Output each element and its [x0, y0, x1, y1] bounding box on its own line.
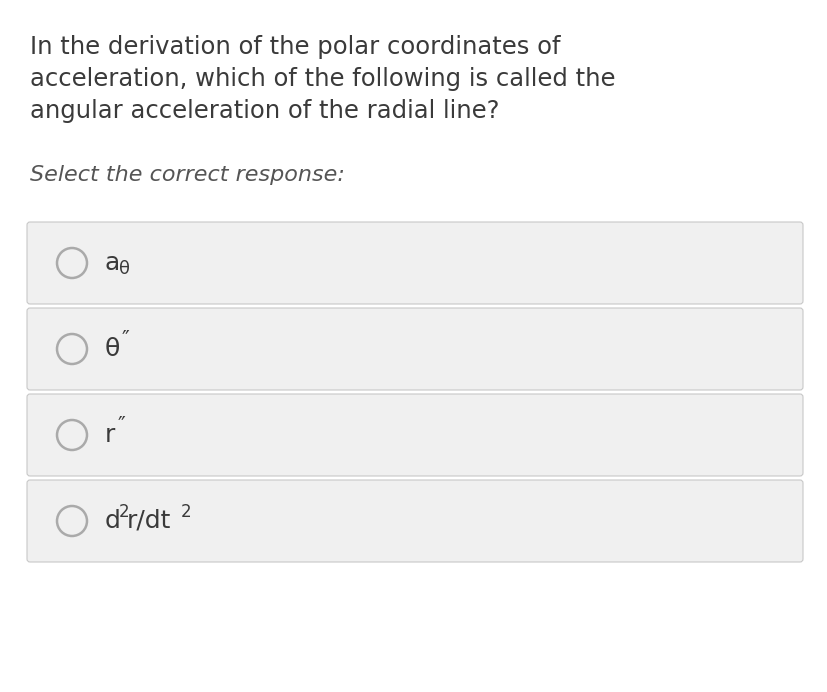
Text: ″: ″ [118, 416, 126, 436]
Text: 2: 2 [181, 503, 191, 521]
FancyBboxPatch shape [27, 480, 802, 562]
Text: ″: ″ [122, 330, 130, 350]
Text: θ: θ [105, 337, 120, 361]
FancyBboxPatch shape [27, 394, 802, 476]
Text: d: d [105, 509, 121, 533]
Text: acceleration, which of the following is called the: acceleration, which of the following is … [30, 67, 614, 91]
Text: r/dt: r/dt [127, 509, 171, 533]
Text: a: a [105, 251, 120, 275]
Text: θ: θ [119, 260, 130, 278]
FancyBboxPatch shape [27, 222, 802, 304]
Text: angular acceleration of the radial line?: angular acceleration of the radial line? [30, 99, 499, 123]
FancyBboxPatch shape [27, 308, 802, 390]
Text: In the derivation of the polar coordinates of: In the derivation of the polar coordinat… [30, 35, 560, 59]
Text: r: r [105, 423, 115, 447]
Text: 2: 2 [119, 503, 130, 521]
Text: Select the correct response:: Select the correct response: [30, 165, 345, 185]
